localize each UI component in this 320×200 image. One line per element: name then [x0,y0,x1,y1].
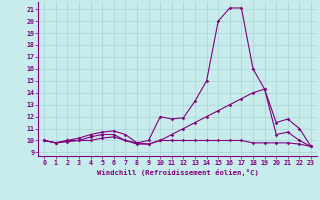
X-axis label: Windchill (Refroidissement éolien,°C): Windchill (Refroidissement éolien,°C) [97,169,259,176]
